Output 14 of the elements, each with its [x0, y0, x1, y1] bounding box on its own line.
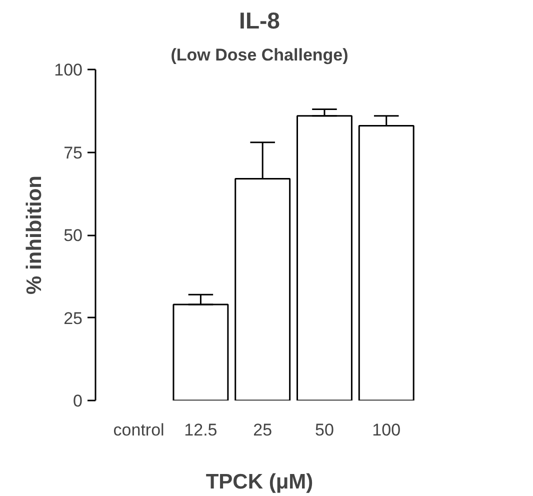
- y-tick-label: 25: [64, 308, 83, 328]
- y-tick-label: 0: [73, 392, 83, 410]
- y-axis-title: % inhibition: [23, 176, 46, 294]
- x-tick-label: 100: [372, 420, 401, 440]
- x-axis-title: TPCK (μM): [206, 470, 314, 494]
- x-tick-label: 25: [253, 420, 272, 440]
- y-tick-label: 50: [64, 226, 83, 245]
- x-tick-label: 12.5: [184, 420, 218, 440]
- chart-subtitle: (Low Dose Challenge): [170, 46, 348, 64]
- y-tick-label: 100: [54, 60, 83, 80]
- y-tick-label: 75: [64, 143, 83, 162]
- x-tick-label: control: [113, 420, 164, 440]
- x-tick-label: 50: [315, 420, 334, 440]
- chart-title: IL-8: [239, 8, 280, 34]
